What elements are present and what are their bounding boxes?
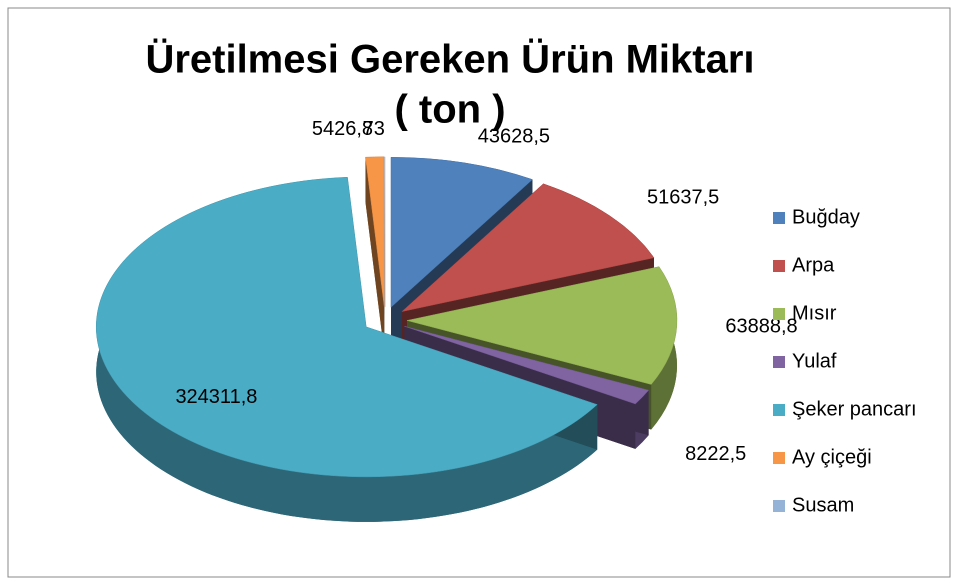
legend-label: Yulaf bbox=[792, 350, 837, 372]
legend-swatch bbox=[773, 356, 785, 368]
data-label: 8222,5 bbox=[685, 443, 746, 465]
legend-label: Mısır bbox=[792, 302, 837, 324]
data-label: 324311,8 bbox=[175, 386, 257, 408]
data-label: 73 bbox=[363, 118, 385, 140]
data-label: 63888,8 bbox=[725, 315, 797, 337]
data-label: 51637,5 bbox=[647, 187, 719, 209]
legend-label: Arpa bbox=[792, 254, 835, 276]
legend-label: Ay çiçeği bbox=[792, 446, 872, 468]
legend-swatch bbox=[773, 308, 785, 320]
legend-label: Susam bbox=[792, 494, 854, 516]
chart-title: Üretilmesi Gereken Ürün Miktarı bbox=[145, 37, 754, 82]
legend-swatch bbox=[773, 452, 785, 464]
legend-label: Buğday bbox=[792, 206, 860, 228]
legend-swatch bbox=[773, 500, 785, 512]
legend-label: Şeker pancarı bbox=[792, 398, 917, 420]
data-label: 43628,5 bbox=[478, 125, 550, 147]
legend-swatch bbox=[773, 404, 785, 416]
legend-swatch bbox=[773, 260, 785, 272]
legend-swatch bbox=[773, 212, 785, 224]
